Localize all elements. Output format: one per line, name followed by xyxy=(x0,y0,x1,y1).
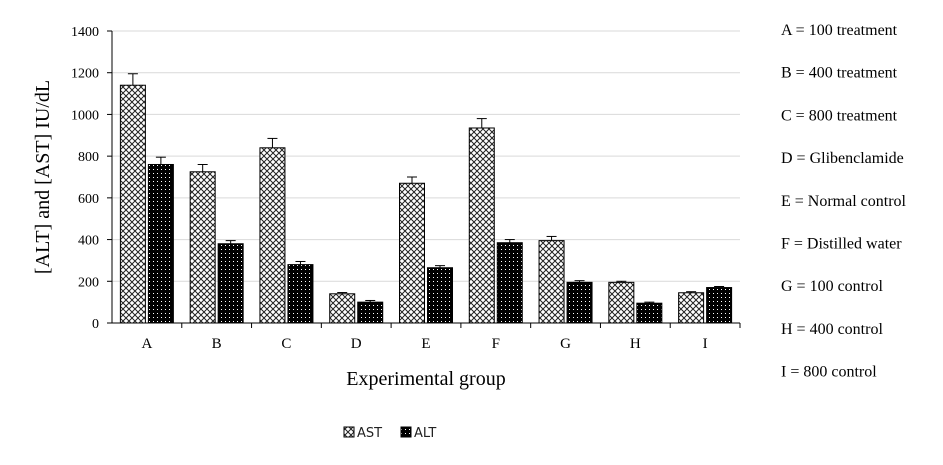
x-tick-label: B xyxy=(212,336,222,352)
x-tick-label: I xyxy=(703,336,708,352)
y-tick-label: 1200 xyxy=(71,67,99,82)
y-tick-label: 800 xyxy=(78,150,99,165)
y-tick-label: 600 xyxy=(78,192,99,207)
x-tick-label: H xyxy=(630,336,641,352)
bar-alt-b xyxy=(217,243,244,324)
x-tick-label: A xyxy=(141,336,152,352)
bar-alt-a xyxy=(147,163,174,324)
group-annotation: B = 400 treatment xyxy=(781,65,898,82)
labels: 0 200 400 600 800 1000 1200 1400 A B C D E F G H I Experi… xyxy=(32,25,708,390)
bar-ast-c xyxy=(259,147,286,324)
y-axis-title: [ALT] and [AST] IU/dL xyxy=(32,80,54,274)
legend: AST ALT xyxy=(343,426,436,441)
bar-ast-d xyxy=(329,293,356,324)
bar-ast-g xyxy=(538,240,565,324)
bar-alt-f xyxy=(496,242,523,324)
bar-ast-h xyxy=(608,281,635,324)
x-tick-label: C xyxy=(281,336,291,352)
x-tick-label: F xyxy=(492,336,500,352)
bar-ast-i xyxy=(678,292,705,324)
y-tick-label: 1000 xyxy=(71,108,99,123)
group-annotation: I = 800 control xyxy=(781,364,877,381)
group-annotation: E = Normal control xyxy=(781,193,907,210)
x-tick-label: G xyxy=(560,336,571,352)
bar-ast-b xyxy=(189,171,216,324)
group-annotation: D = Glibenclamide xyxy=(781,150,904,167)
legend-label-alt: ALT xyxy=(414,426,436,441)
x-axis-title: Experimental group xyxy=(346,368,505,390)
axes xyxy=(107,30,741,328)
bar-alt-d xyxy=(357,301,384,324)
y-tick-label: 200 xyxy=(78,275,99,290)
y-tick-label: 1400 xyxy=(71,25,99,40)
annotations: A = 100 treatment B = 400 treatment C = 80… xyxy=(781,22,907,381)
x-tick-label: D xyxy=(351,336,362,352)
legend-swatch-ast xyxy=(343,426,355,438)
bar-ast-f xyxy=(468,127,495,324)
bars xyxy=(119,73,733,324)
bar-ast-a xyxy=(119,84,146,324)
bar-alt-e xyxy=(427,267,453,324)
y-tick-label: 0 xyxy=(92,317,99,332)
bar-ast-e xyxy=(399,182,425,324)
group-annotation: F = Distilled water xyxy=(781,236,902,253)
legend-swatch-alt xyxy=(400,426,412,438)
y-tick-label: 400 xyxy=(78,234,99,249)
group-annotation: H = 400 control xyxy=(781,321,883,338)
grid-lines xyxy=(112,30,740,282)
bar-alt-h xyxy=(636,302,663,324)
group-annotation: C = 800 treatment xyxy=(781,107,898,124)
x-tick-label: E xyxy=(421,336,430,352)
group-annotation: A = 100 treatment xyxy=(781,22,898,39)
bar-alt-i xyxy=(706,287,733,324)
legend-label-ast: AST xyxy=(357,426,382,441)
group-annotation: G = 100 control xyxy=(781,278,883,295)
bar-alt-g xyxy=(566,281,593,324)
bar-alt-c xyxy=(287,264,314,324)
